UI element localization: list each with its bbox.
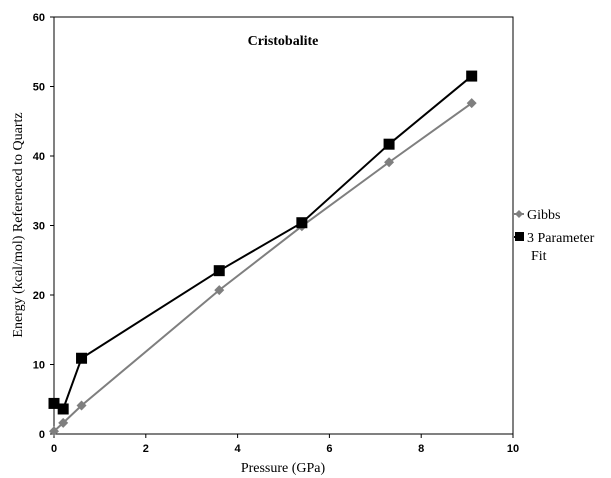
- legend-marker-diamond: [515, 210, 523, 218]
- y-tick-label: 50: [33, 82, 45, 94]
- data-point-square: [466, 70, 478, 82]
- x-tick-label: 0: [51, 443, 57, 455]
- data-point-diamond: [58, 417, 69, 428]
- legend-item-3-parameter-fit: 3 Parameter Fit: [514, 231, 598, 264]
- x-tick-label: 2: [143, 443, 149, 455]
- y-axis: 0 10 20 30 40 50 60: [33, 12, 54, 441]
- legend-label-line-1: 3 Parameter: [527, 231, 595, 246]
- data-point-square: [48, 397, 60, 409]
- legend-item-gibbs: Gibbs: [514, 208, 560, 223]
- x-tick-label: 4: [235, 443, 242, 455]
- data-point-square: [296, 217, 308, 229]
- data-point-square: [57, 403, 69, 415]
- legend: Gibbs 3 Parameter Fit: [514, 208, 598, 264]
- data-point-square: [76, 352, 88, 364]
- data-point-diamond: [466, 98, 477, 109]
- legend-marker-square: [515, 232, 524, 241]
- legend-label-3-parameter-fit: 3 Parameter Fit: [527, 231, 598, 264]
- series-layer: [48, 70, 478, 437]
- series-gibbs: [49, 98, 477, 437]
- y-tick-label: 40: [33, 151, 45, 163]
- legend-label-line-2: Fit: [531, 249, 547, 264]
- series-3-parameter-fit: [48, 70, 478, 415]
- data-point-square: [213, 265, 225, 277]
- legend-label-gibbs: Gibbs: [527, 208, 560, 223]
- y-tick-label: 0: [39, 429, 45, 441]
- y-tick-label: 30: [33, 221, 45, 233]
- data-point-diamond: [214, 285, 225, 296]
- y-tick-label: 60: [33, 12, 45, 24]
- data-point-diamond: [76, 400, 87, 411]
- x-tick-label: 8: [418, 443, 424, 455]
- x-axis: 0 2 4 6 8 10: [51, 434, 519, 455]
- y-tick-label: 20: [33, 290, 45, 302]
- data-point-square: [383, 138, 395, 150]
- y-axis-title: Energy (kcal/mol) Referenced to Quartz: [11, 112, 26, 337]
- x-tick-label: 10: [507, 443, 519, 455]
- chart-title: Cristobalite: [248, 34, 319, 49]
- y-tick-label: 10: [33, 360, 45, 372]
- x-axis-title: Pressure (GPa): [241, 461, 326, 476]
- x-tick-label: 6: [326, 443, 332, 455]
- data-point-diamond: [384, 157, 395, 168]
- data-point-diamond: [49, 426, 59, 437]
